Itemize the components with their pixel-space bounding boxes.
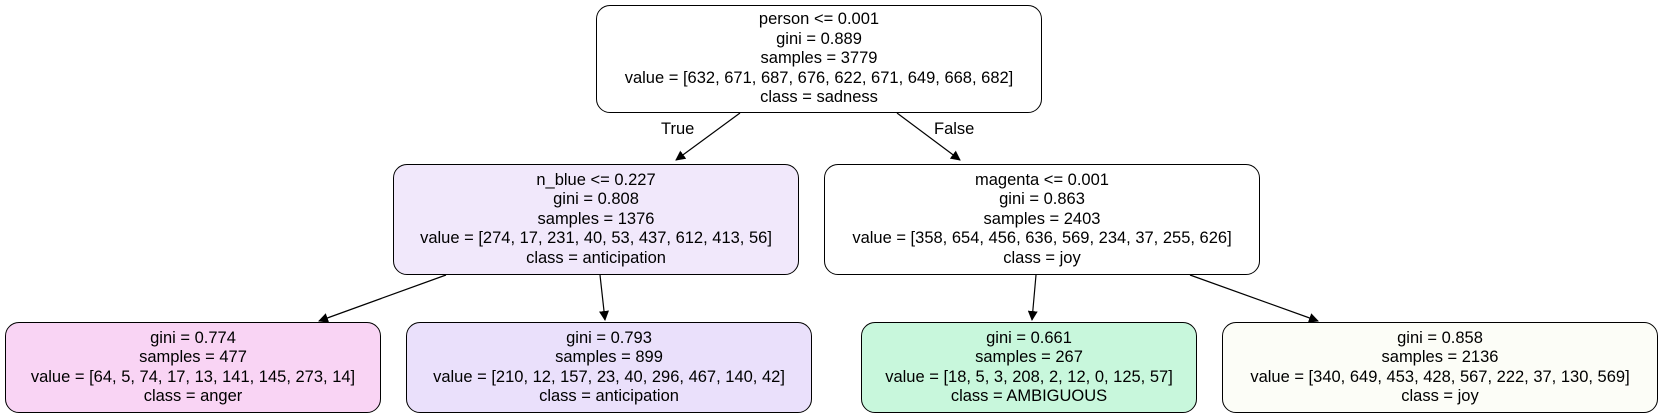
node-class: class = joy (1003, 248, 1081, 267)
edge-label-true: True (661, 120, 695, 138)
node-value: value = [340, 649, 453, 428, 567, 222, 3… (1250, 367, 1630, 386)
tree-leaf-left-left: gini = 0.774 samples = 477 value = [64, … (5, 322, 381, 413)
tree-leaf-right-right: gini = 0.858 samples = 2136 value = [340… (1222, 322, 1658, 413)
edge-left-to-left-right (599, 274, 609, 321)
node-samples: samples = 2136 (1381, 348, 1499, 366)
node-gini: gini = 0.889 (776, 29, 862, 48)
node-gini: gini = 0.808 (553, 190, 639, 209)
edge-label-false: False (934, 120, 975, 138)
node-class: class = anger (143, 387, 243, 405)
tree-leaf-right-left: gini = 0.661 samples = 267 value = [18, … (861, 322, 1197, 413)
edge-root-to-right (896, 112, 961, 161)
node-value: value = [358, 654, 456, 636, 569, 234, 3… (852, 229, 1232, 248)
node-class: class = joy (1401, 387, 1479, 405)
node-value: value = [210, 12, 157, 23, 40, 296, 467,… (433, 367, 785, 386)
node-gini: gini = 0.793 (566, 328, 652, 347)
tree-leaf-left-right: gini = 0.793 samples = 899 value = [210,… (406, 322, 812, 413)
edge-root-to-left (675, 112, 741, 161)
node-samples: samples = 477 (139, 348, 247, 366)
tree-node-left: n_blue <= 0.227 gini = 0.808 samples = 1… (393, 164, 799, 275)
tree-node-root: person <= 0.001 gini = 0.889 samples = 3… (596, 5, 1042, 113)
node-split-rule: n_blue <= 0.227 (536, 170, 656, 189)
node-class: class = AMBIGUOUS (950, 387, 1108, 405)
node-samples: samples = 899 (555, 348, 663, 366)
node-samples: samples = 2403 (983, 209, 1101, 228)
node-class: class = sadness (760, 88, 878, 107)
node-value: value = [18, 5, 3, 208, 2, 12, 0, 125, 5… (885, 367, 1173, 386)
node-gini: gini = 0.863 (999, 190, 1085, 209)
node-split-rule: magenta <= 0.001 (975, 170, 1109, 189)
node-value: value = [274, 17, 231, 40, 53, 437, 612,… (420, 229, 772, 248)
node-gini: gini = 0.661 (986, 328, 1072, 347)
node-split-rule: person <= 0.001 (758, 10, 880, 29)
node-gini: gini = 0.774 (150, 328, 236, 347)
tree-node-right: magenta <= 0.001 gini = 0.863 samples = … (824, 164, 1260, 275)
node-value: value = [64, 5, 74, 17, 13, 141, 145, 27… (30, 367, 356, 386)
node-class: class = anticipation (526, 248, 666, 267)
node-value: value = [632, 671, 687, 676, 622, 671, 6… (624, 68, 1014, 87)
node-samples: samples = 3779 (760, 49, 878, 68)
edge-left-to-left-left (318, 274, 447, 323)
node-samples: samples = 1376 (537, 209, 655, 228)
edge-right-to-right-right (1189, 274, 1319, 323)
edge-right-to-right-left (1027, 274, 1038, 321)
node-samples: samples = 267 (975, 348, 1083, 366)
node-gini: gini = 0.858 (1397, 328, 1483, 347)
node-class: class = anticipation (539, 387, 679, 405)
